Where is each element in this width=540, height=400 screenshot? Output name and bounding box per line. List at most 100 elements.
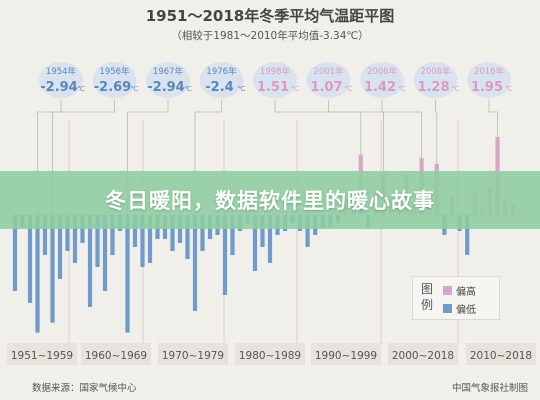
decade-label: 2000~2018: [392, 350, 454, 362]
bar: [50, 215, 55, 323]
callout-value: 1.51: [257, 80, 289, 95]
callout-connector: [52, 100, 115, 215]
callout-year: 1976年: [206, 66, 237, 77]
callout-value: -2.94: [147, 80, 184, 95]
callout-year: 1967年: [153, 66, 184, 77]
bar: [65, 215, 70, 251]
callout-connector: [328, 100, 385, 173]
bar: [102, 215, 108, 291]
callout-unit: ℃: [238, 85, 246, 93]
legend-item-low: 偏低: [443, 301, 476, 316]
callout-bubble: [92, 62, 137, 98]
chart-subtitle: （相较于1981～2010年平均值-3.34℃）: [171, 30, 369, 42]
bar: [177, 215, 183, 243]
callout-bubble: [146, 62, 190, 98]
callout-connector: [194, 100, 222, 215]
decade-label: 2010~2018: [470, 350, 532, 362]
bar: [170, 215, 175, 251]
decade-tab: [158, 343, 228, 365]
legend-swatch-high: [443, 286, 452, 295]
bar: [80, 215, 85, 243]
bar: [252, 215, 258, 271]
bar: [72, 215, 78, 263]
callout-year: 2001年: [313, 66, 344, 77]
bar: [42, 215, 48, 255]
decade-tab: [388, 343, 458, 365]
bar: [222, 215, 228, 295]
callout-year: 2008年: [420, 66, 451, 77]
bar: [200, 215, 205, 251]
callout-year: 2016年: [474, 66, 505, 77]
callout-connector: [488, 100, 499, 137]
bar: [305, 215, 310, 247]
callout-connector: [127, 100, 169, 215]
bar: [260, 215, 265, 247]
bar: [132, 215, 138, 247]
callout-bubble: [413, 62, 458, 98]
callout-unit: ℃: [398, 85, 406, 93]
legend: 图例 偏高 偏低: [412, 276, 500, 320]
bar: [230, 215, 235, 255]
callout-value: 1.07: [310, 80, 342, 95]
bar: [465, 215, 470, 255]
decade-tab: [466, 343, 536, 365]
callout-year: 1956年: [99, 66, 130, 77]
decade-label: 1980~1989: [239, 350, 301, 362]
callout-unit: ℃: [345, 85, 353, 93]
legend-label-low: 偏低: [456, 305, 476, 316]
bar: [12, 215, 18, 291]
callout-value: -2.4: [205, 80, 233, 95]
decade-tab: [311, 343, 381, 365]
callout-bubble: [199, 62, 244, 98]
bar: [192, 215, 198, 311]
decade-label: 1960~1969: [85, 350, 147, 362]
bar: [185, 215, 190, 259]
banner-strip: [0, 171, 540, 229]
bar: [110, 215, 115, 255]
legend-swatch-low: [443, 304, 452, 313]
callout-unit: ℃: [184, 85, 192, 93]
callout-value: 1.28: [417, 80, 449, 95]
decade-label: 1970~1979: [162, 350, 224, 362]
callout-unit: ℃: [291, 85, 299, 93]
callout-unit: ℃: [77, 85, 85, 93]
callout-connector: [274, 100, 362, 155]
bar: [95, 215, 100, 267]
decade-tab: [7, 343, 77, 365]
callout-unit: ℃: [452, 85, 460, 93]
callout-year: 2006年: [367, 66, 398, 77]
callout-value: 1.42: [364, 80, 396, 95]
callout-year: 1998年: [260, 66, 291, 77]
callout-unit: ℃: [131, 85, 139, 93]
callout-bubble: [467, 62, 511, 98]
callout-bubble: [39, 62, 83, 98]
bar: [27, 215, 33, 303]
callout-year: 1954年: [46, 66, 77, 77]
decade-label: 1951~1959: [11, 350, 73, 362]
callout-bubble: [360, 62, 404, 98]
decade-tab: [81, 343, 151, 365]
decade-tab: [235, 343, 305, 365]
callout-connector: [37, 100, 62, 215]
bar: [267, 215, 273, 263]
banner-text: 冬日暖阳，数据软件里的暖心故事: [105, 189, 435, 213]
callout-connector: [381, 100, 423, 159]
data-source: 数据来源：国家气候中心: [32, 383, 137, 394]
callout-value: -2.94: [40, 80, 77, 95]
callout-unit: ℃: [505, 85, 513, 93]
legend-item-high: 偏高: [443, 283, 476, 298]
bar: [125, 215, 130, 333]
chart-title: 1951～2018年冬季平均气温距平图: [145, 7, 395, 25]
callout-bubble: [253, 62, 297, 98]
callout-bubble: [306, 62, 351, 98]
credit: 中国气象报社制图: [451, 383, 528, 394]
decade-label: 1990~1999: [315, 350, 377, 362]
legend-label-high: 偏高: [456, 287, 476, 298]
bar: [35, 215, 40, 333]
legend-title: 图例: [420, 282, 433, 312]
bar: [57, 215, 63, 279]
callout-value: 1.95: [471, 80, 503, 95]
bar: [147, 215, 153, 263]
bar: [140, 215, 145, 267]
callout-value: -2.69: [94, 80, 131, 95]
